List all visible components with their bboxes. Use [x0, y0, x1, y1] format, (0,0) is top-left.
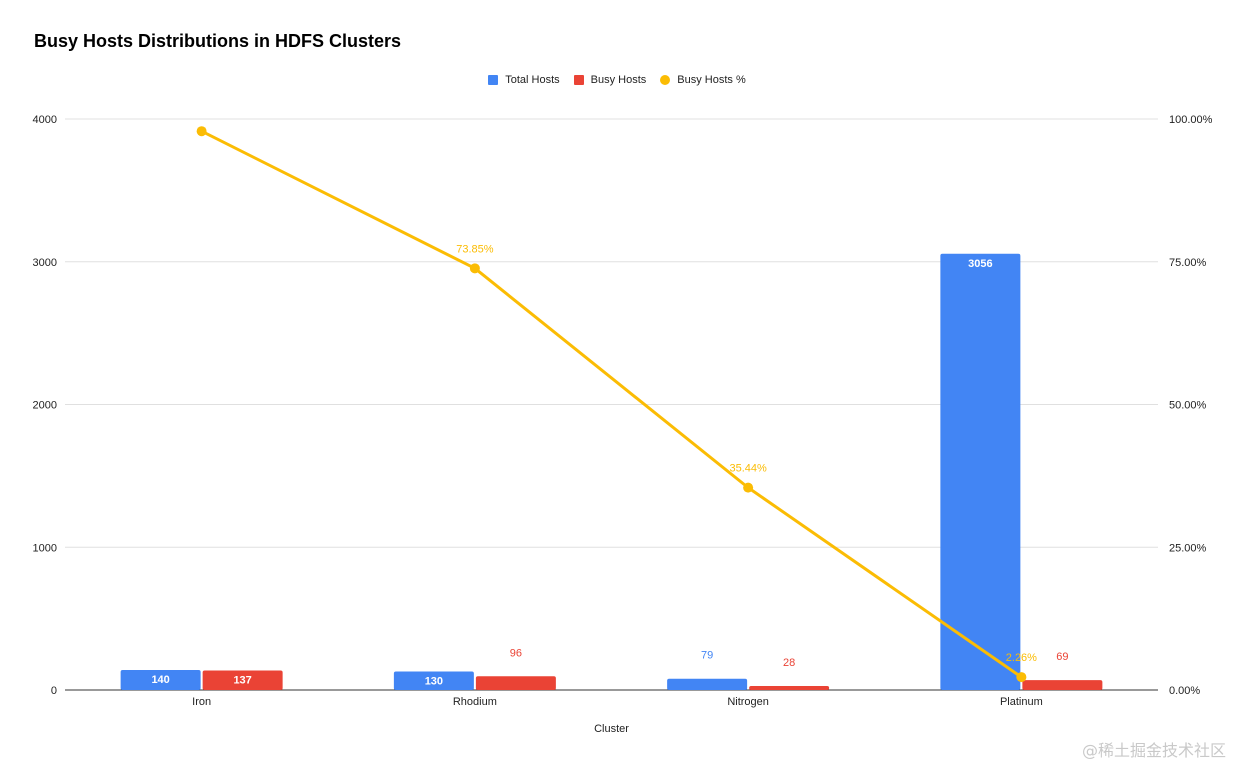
bar-data-label: 69 — [1056, 651, 1068, 663]
line-point — [196, 126, 207, 137]
x-tick-label: Nitrogen — [727, 696, 769, 708]
bar-data-label: 140 — [151, 674, 169, 686]
y-right-tick-label: 75.00% — [1169, 257, 1207, 269]
y-left-tick-label: 1000 — [33, 542, 57, 554]
line-point — [743, 482, 754, 493]
bar-data-label: 3056 — [968, 258, 992, 270]
bar — [120, 670, 201, 690]
y-right-tick-label: 0.00% — [1169, 685, 1200, 697]
legend-swatch-total-hosts — [488, 75, 499, 85]
legend: Total Hosts Busy Hosts Busy Hosts % — [0, 74, 1234, 86]
bar-data-label: 28 — [783, 657, 795, 669]
y-right-tick-label: 50.00% — [1169, 400, 1207, 412]
line-point — [469, 263, 480, 274]
y-right-tick-label: 100.00% — [1169, 114, 1213, 126]
y-right-tick-label: 25.00% — [1169, 542, 1207, 554]
line-busy-hosts-pct — [200, 129, 1023, 679]
line-point — [1016, 672, 1027, 683]
y-left-tick-label: 3000 — [33, 257, 57, 269]
bar — [749, 686, 830, 690]
legend-item-total-hosts: Total Hosts — [488, 74, 560, 86]
line-data-label: 2.26% — [1006, 652, 1037, 664]
bar-data-label: 96 — [510, 647, 522, 659]
chart-title: Busy Hosts Distributions in HDFS Cluster… — [34, 31, 402, 51]
bar — [667, 678, 748, 690]
y-left-tick-label: 2000 — [33, 400, 57, 412]
watermark: @稀土掘金技术社区 — [1081, 741, 1226, 760]
bar — [1022, 680, 1103, 690]
bar — [940, 253, 1021, 691]
legend-item-busy-hosts: Busy Hosts — [573, 74, 647, 86]
legend-label-busy-hosts-pct: Busy Hosts % — [677, 74, 746, 86]
y-left-tick-label: 0 — [51, 685, 57, 697]
legend-label-busy-hosts: Busy Hosts — [590, 74, 647, 86]
bar-data-label: 79 — [701, 650, 713, 662]
y-left-tick-label: 4000 — [33, 114, 57, 126]
x-tick-label: Iron — [192, 696, 211, 708]
x-tick-label: Platinum — [1000, 696, 1043, 708]
legend-swatch-busy-hosts — [573, 75, 584, 85]
bar-data-label: 130 — [425, 675, 443, 687]
bar-data-label: 137 — [233, 674, 251, 686]
legend-item-busy-hosts-pct: Busy Hosts % — [660, 74, 746, 86]
x-axis-title: Cluster — [594, 723, 629, 735]
bar — [202, 670, 283, 690]
legend-swatch-busy-hosts-pct — [660, 75, 671, 85]
bar — [393, 671, 474, 690]
bar — [475, 676, 556, 690]
legend-label-total-hosts: Total Hosts — [505, 74, 560, 86]
x-tick-label: Rhodium — [453, 696, 497, 708]
line-data-label: 73.85% — [456, 243, 494, 255]
line-data-label: 35.44% — [729, 463, 767, 475]
